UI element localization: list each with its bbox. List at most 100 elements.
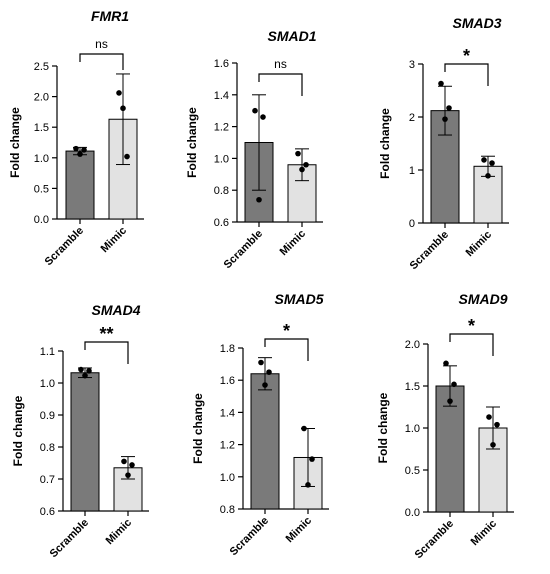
bar-scramble [70, 372, 100, 512]
panel-title: SMAD3 [452, 15, 501, 31]
significance-label: ** [99, 324, 113, 344]
y-tick-label: 1.4 [220, 407, 235, 419]
panel-title: SMAD5 [274, 291, 323, 307]
data-point [262, 382, 268, 388]
data-point [303, 161, 309, 168]
y-axis-title: Fold change [378, 108, 392, 179]
significance-bracket [79, 53, 124, 70]
data-point [309, 456, 315, 462]
data-point [443, 360, 449, 367]
y-tick-label: 1 [409, 165, 415, 177]
x-tick-label-mimic: Mimic [464, 229, 495, 260]
y-tick-label: 1.0 [40, 378, 55, 390]
y-tick-label: 0.0 [34, 214, 49, 226]
significance-bracket [258, 73, 303, 96]
y-tick-label: 1.0 [34, 153, 49, 165]
significance-label: * [468, 316, 475, 336]
significance-bracket [84, 341, 129, 364]
significance-label: * [463, 46, 470, 66]
significance-bracket [264, 338, 309, 361]
y-tick-label: 1.2 [214, 122, 229, 134]
chart-panel-smad1: SMAD1 Fold change 0.6 0.8 1.0 1.2 1.4 1.6 Scramb… [185, 28, 323, 271]
y-axis-title: Fold change [376, 392, 390, 463]
data-point [258, 359, 264, 366]
data-point [451, 381, 457, 388]
data-point [124, 153, 130, 160]
data-point [82, 372, 88, 379]
x-tick-label-scramble: Scramble [228, 515, 272, 559]
y-tick-label: 0.8 [40, 442, 55, 454]
data-point [486, 414, 492, 420]
data-point [129, 462, 135, 468]
bar-scramble [250, 373, 280, 510]
chart-panel-smad9: SMAD9 Fold change 0.0 0.5 1.0 1.5 2.0 Scramble M… [376, 291, 514, 561]
y-tick-label: 1.8 [220, 343, 235, 355]
data-point [481, 157, 487, 163]
data-point [438, 80, 444, 87]
data-point [266, 369, 272, 375]
y-tick-label: 0.5 [34, 183, 49, 195]
y-tick-label: 1.0 [220, 472, 235, 484]
data-point [494, 421, 500, 428]
bar-scramble [435, 385, 465, 513]
significance-bracket [444, 63, 489, 86]
y-tick-label: 1.5 [405, 381, 420, 393]
y-tick-label: 1.4 [214, 90, 229, 102]
y-tick-label: 1.2 [220, 440, 235, 452]
significance-bracket [449, 333, 494, 356]
bar-scramble [65, 150, 95, 220]
x-tick-label-scramble: Scramble [413, 518, 457, 562]
data-point [490, 442, 496, 448]
x-tick-label-mimic: Mimic [104, 517, 135, 548]
data-point [305, 482, 311, 488]
y-axis-title: Fold change [191, 393, 205, 464]
data-point [86, 368, 92, 374]
y-tick-label: 0.8 [220, 504, 235, 516]
data-point [447, 398, 453, 404]
y-tick-label: 0.7 [40, 474, 55, 486]
data-point [442, 116, 448, 122]
significance-label: ns [274, 57, 287, 71]
y-tick-label: 2.5 [34, 61, 49, 73]
y-tick-label: 1.6 [214, 58, 229, 70]
y-tick-label: 1.6 [220, 375, 235, 387]
data-point [446, 105, 452, 111]
data-point [485, 173, 491, 179]
y-tick-label: 2.0 [405, 339, 420, 351]
data-point [301, 425, 307, 432]
data-point [256, 196, 262, 203]
y-tick-label: 2 [409, 112, 415, 124]
panel-title: SMAD9 [458, 291, 507, 307]
data-point [78, 366, 84, 373]
data-point [81, 147, 87, 153]
x-tick-label-mimic: Mimic [469, 518, 500, 549]
y-tick-label: 0.8 [214, 185, 229, 197]
y-tick-label: 1.5 [34, 122, 49, 134]
y-tick-label: 1.0 [214, 153, 229, 165]
y-tick-label: 0.5 [405, 465, 420, 477]
y-tick-label: 3 [409, 59, 415, 71]
x-tick-label-scramble: Scramble [43, 225, 87, 269]
panel-title: FMR1 [91, 8, 129, 24]
x-tick-label-mimic: Mimic [284, 515, 315, 546]
y-tick-label: 0.6 [40, 506, 55, 518]
data-point [489, 160, 495, 166]
y-tick-label: 1.1 [40, 346, 55, 358]
y-tick-label: 0.6 [214, 217, 229, 229]
panel-title: SMAD4 [91, 302, 140, 318]
chart-panel-smad3: SMAD3 Fold change 0 1 2 3 Scramble Mimic * [378, 15, 509, 272]
data-point [116, 90, 122, 96]
y-tick-label: 0 [409, 218, 415, 230]
chart-panel-fmr1: FMR1 Fold change 0.0 0.5 1.0 1.5 2.0 2.5 Scrambl… [8, 8, 144, 268]
y-tick-label: 2.0 [34, 92, 49, 104]
x-tick-label-mimic: Mimic [278, 228, 309, 259]
significance-label: * [283, 321, 290, 341]
data-point [121, 458, 127, 465]
significance-label: ns [95, 37, 108, 51]
data-point [120, 105, 126, 112]
y-axis-title: Fold change [185, 107, 199, 178]
data-point [73, 145, 79, 152]
x-tick-label-scramble: Scramble [408, 229, 452, 273]
y-tick-label: 0.0 [405, 507, 420, 519]
